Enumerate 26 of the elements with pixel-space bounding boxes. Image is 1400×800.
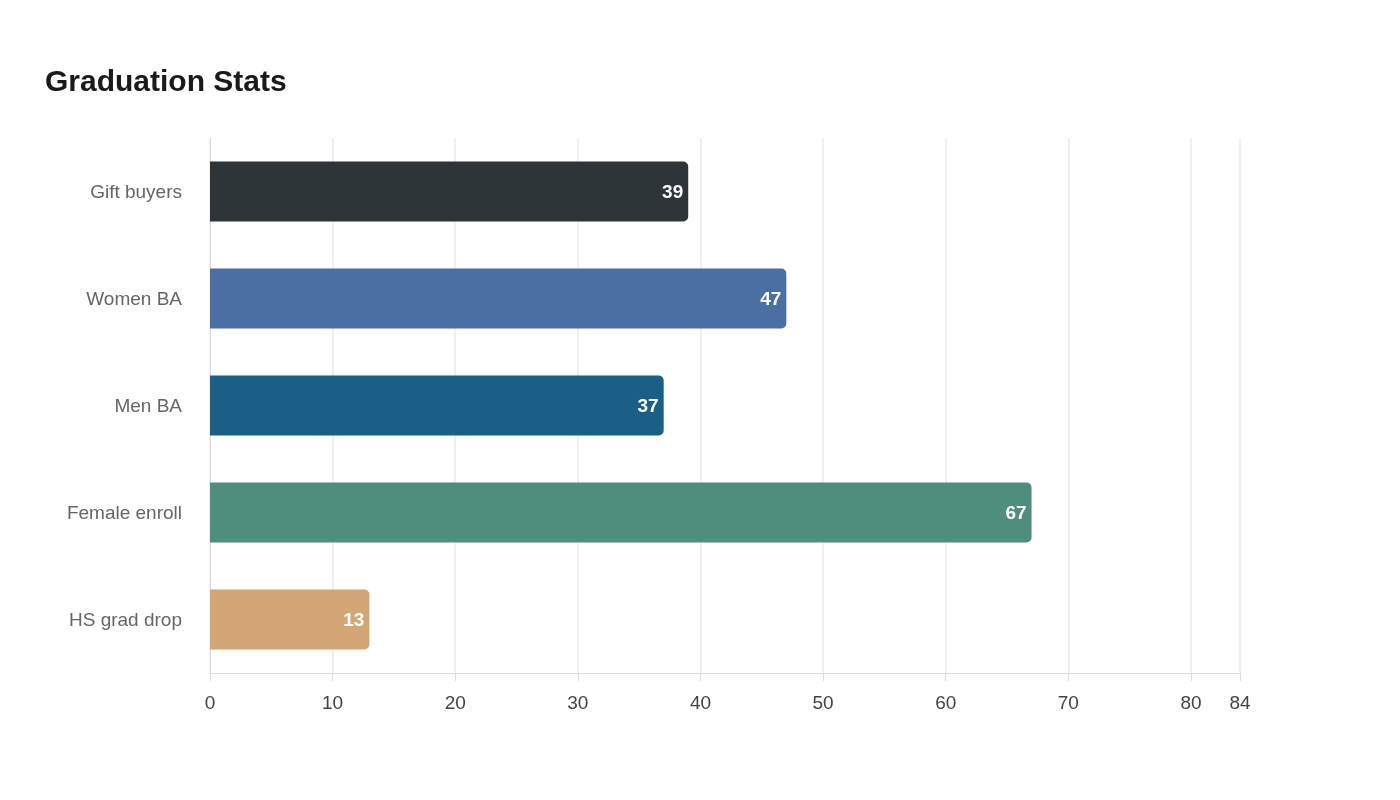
x-tick-label: 60	[935, 692, 957, 713]
data-label: 37	[637, 395, 659, 416]
bar	[210, 589, 370, 650]
bar	[210, 482, 1032, 543]
data-label: 39	[662, 181, 684, 202]
chart-title: Graduation Stats	[45, 63, 287, 97]
x-tick-label: 30	[567, 692, 589, 713]
data-label: 67	[1005, 502, 1027, 523]
x-tick-label: 80	[1180, 692, 1202, 713]
x-tick-label: 84	[1229, 692, 1251, 713]
bar	[210, 375, 664, 436]
bar	[210, 161, 689, 222]
data-label: 47	[760, 288, 782, 309]
y-tick-label: Gift buyers	[90, 181, 182, 202]
y-tick-label: Men BA	[114, 395, 183, 416]
x-tick-label: 40	[689, 692, 712, 713]
bar	[210, 268, 787, 329]
x-tick-label: 10	[322, 692, 344, 713]
data-label: 13	[343, 609, 365, 630]
x-tick-label: 0	[204, 692, 216, 713]
y-tick-label: Women BA	[86, 288, 183, 309]
x-tick-label: 70	[1057, 692, 1079, 713]
y-tick-label: Female enroll	[66, 502, 182, 523]
x-tick-label: 20	[444, 692, 466, 713]
y-tick-label: HS grad drop	[68, 609, 182, 630]
x-tick-label: 50	[812, 692, 834, 713]
